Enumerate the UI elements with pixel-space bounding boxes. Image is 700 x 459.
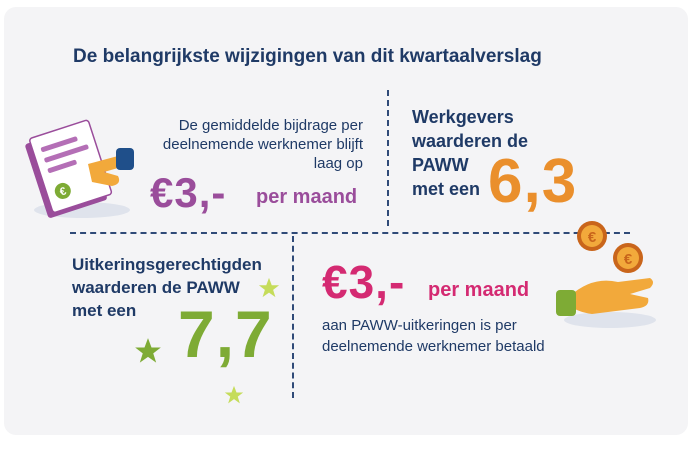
svg-text:€: € bbox=[588, 229, 597, 246]
benefits-unit: per maand bbox=[428, 279, 530, 301]
contribution-amount: €3,- bbox=[150, 169, 227, 216]
beneficiaries-text-line-1: Uitkeringsgerechtigden bbox=[72, 255, 262, 274]
euro-symbol: € bbox=[58, 185, 68, 198]
contribution-text-line-1: De gemiddelde bijdrage per bbox=[178, 117, 363, 134]
page-title: De belangrijkste wijzigingen van dit kwa… bbox=[73, 46, 542, 67]
beneficiaries-score: 7,7 bbox=[178, 297, 273, 371]
star-icon bbox=[135, 338, 161, 363]
infographic-card bbox=[4, 7, 688, 435]
benefits-text-line-1: aan PAWW-uitkeringen is per bbox=[322, 317, 517, 334]
benefits-amount: €3,- bbox=[322, 256, 406, 308]
hand-coins-icon: € € bbox=[556, 221, 656, 328]
contribution-text: De gemiddelde bijdrage per deelnemende w… bbox=[163, 116, 363, 173]
employers-text-line-2: waarderen de bbox=[412, 131, 529, 151]
divider-vertical-bottom bbox=[292, 236, 294, 398]
contribution-text-line-2: deelnemende werknemer blijft bbox=[162, 136, 363, 153]
star-icon bbox=[258, 277, 280, 298]
benefits-text: aan PAWW-uitkeringen is per deelnemende … bbox=[322, 315, 545, 357]
benefits-text-line-2: deelnemende werknemer betaald bbox=[322, 338, 545, 355]
document-hand-icon: € bbox=[25, 119, 134, 218]
beneficiaries-text: Uitkeringsgerechtigden waarderen de PAWW… bbox=[72, 253, 262, 322]
divider-horizontal bbox=[70, 232, 630, 234]
employers-text: Werkgevers waarderen de PAWW met een bbox=[412, 105, 528, 201]
beneficiaries-text-line-2: waarderen de PAWW bbox=[72, 278, 240, 297]
divider-vertical-top bbox=[387, 90, 389, 226]
employers-text-line-4: met een bbox=[412, 179, 481, 199]
employers-score: 6,3 bbox=[488, 147, 578, 216]
svg-text:€: € bbox=[624, 251, 633, 268]
contribution-unit: per maand bbox=[256, 186, 358, 208]
employers-text-line-3: PAWW bbox=[412, 155, 469, 175]
employers-text-line-1: Werkgevers bbox=[412, 107, 514, 127]
contribution-text-line-3: laag op bbox=[313, 155, 363, 172]
star-icon bbox=[224, 385, 244, 404]
beneficiaries-text-line-3: met een bbox=[72, 301, 137, 320]
